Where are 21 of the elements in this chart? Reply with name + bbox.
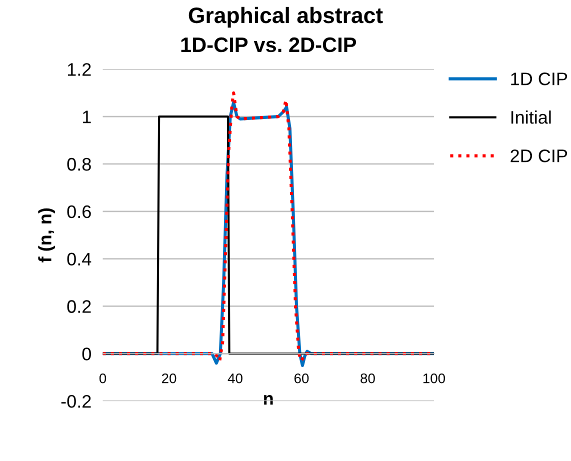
y-axis-title: f (n, n) [38, 208, 56, 262]
x-tick-label: 40 [228, 373, 242, 384]
chart-subtitle: 1D-CIP vs. 2D-CIP [181, 37, 356, 52]
legend-label: 1D CIP [511, 72, 568, 86]
x-tick-label: 0 [99, 373, 106, 384]
x-tick-label: 20 [162, 373, 176, 384]
legend-label: 2D CIP [510, 149, 568, 162]
x-tick-label: 100 [423, 373, 446, 384]
chart-title: Graphical abstract [188, 6, 383, 28]
y-tick-label: 0.8 [67, 158, 91, 171]
y-tick-label: 1 [83, 110, 91, 124]
legend-label: Initial [511, 110, 551, 124]
x-tick-label: 60 [294, 373, 309, 384]
x-tick-label: 80 [360, 373, 375, 384]
y-tick-label: 0.6 [67, 205, 91, 218]
y-tick-label: 1.2 [68, 63, 91, 76]
y-tick-label: 0 [82, 348, 91, 360]
x-axis-title: n [264, 394, 273, 405]
y-tick-label: -0.2 [61, 395, 91, 408]
y-tick-label: 0.4 [67, 252, 92, 266]
y-tick-label: 0.2 [67, 300, 91, 313]
